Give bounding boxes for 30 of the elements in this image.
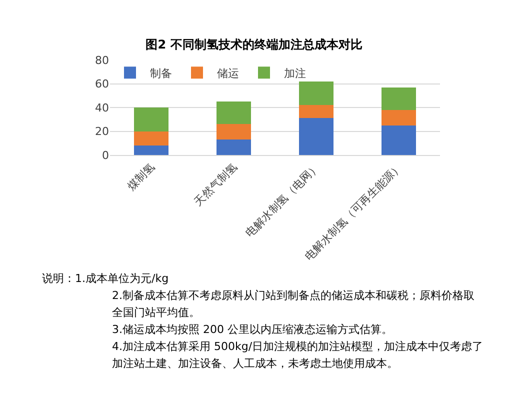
y-tick-label: 20 xyxy=(95,125,109,138)
y-tick-label: 0 xyxy=(102,148,109,162)
text: 说明：1.成本单位为元/kg xyxy=(42,272,169,285)
text: 4.加注成本估算采用 500kg/日加注规模的加注站模型，加注成本中仅考虑了 xyxy=(112,340,484,353)
x-tick-label: 天然气制氢 xyxy=(192,160,240,209)
x-tick-label: 煤制氢 xyxy=(124,160,158,194)
bar xyxy=(298,118,334,155)
y-tick-label: 40 xyxy=(95,101,109,114)
bar xyxy=(134,131,169,146)
bar xyxy=(381,87,416,110)
bar xyxy=(381,110,416,126)
bar xyxy=(216,102,252,124)
text: 3.储运成本均按照 200 公里以内压缩液态运输方式估算。 xyxy=(112,323,392,336)
text: 全国门站平均值。 xyxy=(112,306,200,319)
text: 加注站土建、加注设备、人工成本，未考虑土地使用成本。 xyxy=(112,357,398,370)
x-tick-label: 电解水制氢（电网） xyxy=(243,160,322,240)
chart-title: 图2 不同制氢技术的终端加注总成本对比 xyxy=(146,37,362,52)
bar xyxy=(381,125,416,155)
bar xyxy=(216,124,252,140)
bar xyxy=(134,108,169,132)
text: 2.制备成本估算不考虑原料从门站到制备点的储运成本和碳税；原料价格取 xyxy=(112,289,474,302)
bar xyxy=(298,105,334,118)
legend-label: 加注 xyxy=(284,66,306,80)
bar xyxy=(216,140,252,155)
y-tick-label: 80 xyxy=(95,54,109,67)
legend-label: 储运 xyxy=(217,66,239,80)
y-tick-label: 60 xyxy=(95,78,109,91)
legend-label: 制备 xyxy=(150,66,172,80)
bar xyxy=(298,81,334,106)
bar xyxy=(134,146,169,155)
